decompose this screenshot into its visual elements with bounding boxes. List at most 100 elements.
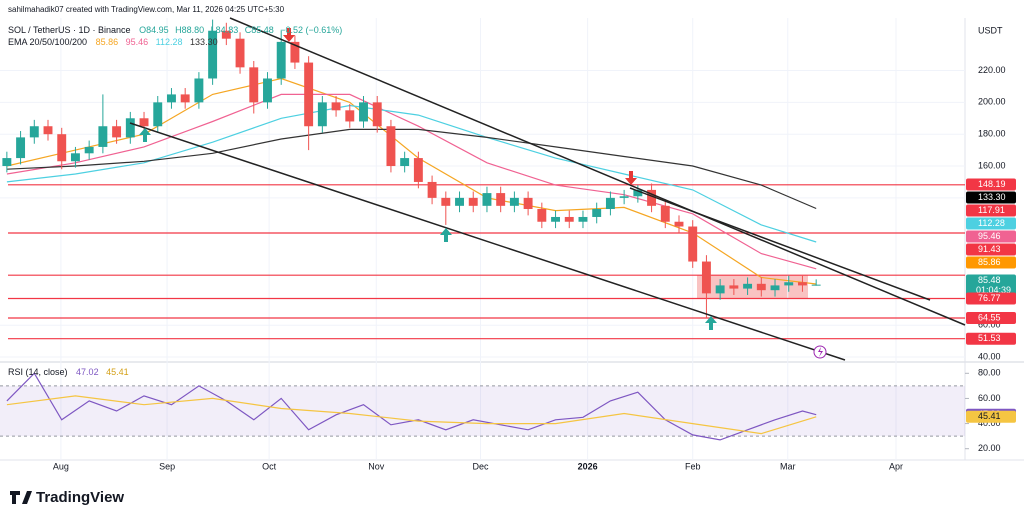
countdown: 01:04:39	[976, 285, 1011, 295]
up-arrow	[705, 316, 717, 330]
rsi-legend: RSI (14, close) 47.02 45.41	[8, 367, 129, 377]
rsi-ma-value: 45.41	[106, 367, 129, 377]
line-series	[6, 93, 817, 270]
candle-body	[57, 134, 67, 162]
price-label: 91.43	[978, 244, 1001, 254]
rsi-value: 47.02	[76, 367, 99, 377]
change: −0.52 (−0.61%)	[280, 25, 342, 35]
candle-body	[715, 285, 725, 294]
candle-body	[592, 209, 602, 217]
candle-body	[537, 209, 547, 222]
ema-value: 133.30	[190, 37, 218, 47]
candle-body	[167, 94, 176, 103]
y-tick-label: 80.00	[978, 368, 1001, 378]
candle-body	[249, 67, 259, 103]
price-label-box	[966, 311, 1016, 324]
candle-body	[276, 41, 286, 79]
candle-body	[674, 221, 684, 227]
range-zone	[697, 275, 808, 299]
down-arrow	[283, 28, 295, 42]
candle-body	[235, 38, 245, 68]
candle-body	[468, 197, 478, 206]
value-label: 45.41	[978, 411, 1001, 421]
price-label: 85.86	[978, 257, 1001, 267]
candle-body	[811, 284, 821, 286]
y-tick-label: 60.00	[978, 320, 1001, 330]
symbol-title: SOL / TetherUS · 1D · Binance	[8, 25, 131, 35]
candle-body	[482, 193, 492, 206]
ema-legend: EMA 20/50/100/200 85.86 95.46 112.28 133…	[8, 37, 218, 47]
candle-body	[551, 216, 561, 222]
ema-value: 95.46	[126, 37, 149, 47]
x-tick-label: 2026	[578, 461, 598, 471]
price-label: 117.91	[978, 205, 1005, 215]
y-tick-label: 160.00	[978, 160, 1006, 170]
y-tick-label: 200.00	[978, 97, 1006, 107]
candle-body	[359, 102, 368, 122]
rsi-band	[0, 385, 965, 437]
ohlc: O84.95	[139, 25, 169, 35]
y-axis-label: USDT	[978, 25, 1003, 35]
x-tick-label: Sep	[159, 461, 175, 471]
y-tick-label: 40.00	[978, 351, 1001, 361]
y-tick-label: 60.00	[978, 393, 1001, 403]
price-label-box	[966, 292, 1016, 305]
candle-body	[509, 197, 519, 206]
candle-body	[688, 226, 698, 262]
rsi-title: RSI (14, close)	[8, 367, 68, 377]
ema-value: 85.86	[96, 37, 119, 47]
credit: sahilmahadik07 created with TradingView.…	[8, 5, 285, 14]
candle-body	[455, 197, 464, 206]
line-series	[6, 128, 817, 210]
price-label: 76.77	[978, 293, 1001, 303]
candle-body	[578, 216, 588, 222]
candle-body	[29, 126, 39, 138]
x-tick-label: Feb	[685, 461, 701, 471]
candle-body	[139, 118, 149, 127]
candle-body	[372, 102, 382, 127]
x-tick-label: Oct	[262, 461, 277, 471]
candle-body	[729, 285, 739, 289]
ohlc: H88.80	[175, 25, 204, 35]
brand-name: TradingView	[36, 489, 124, 506]
candle-body	[112, 126, 122, 138]
candle-body	[84, 146, 94, 154]
line-series	[6, 372, 817, 441]
candle-body	[221, 30, 231, 39]
up-arrow	[440, 228, 452, 242]
candle-body	[125, 118, 135, 138]
candle-body	[441, 197, 451, 206]
ohlc: L84.83	[211, 25, 239, 35]
price-label-box	[966, 274, 1016, 297]
trend-line	[229, 17, 966, 326]
candle-body	[797, 282, 807, 286]
x-tick-label: Mar	[780, 461, 796, 471]
y-tick-label: 220.00	[978, 65, 1006, 75]
price-label: 112.28	[978, 218, 1005, 228]
candle-body	[194, 78, 204, 103]
line-series	[6, 395, 817, 435]
down-arrow	[625, 171, 637, 185]
candle-body	[770, 285, 780, 291]
price-label: 133.30	[978, 192, 1006, 202]
candle-body	[70, 153, 80, 162]
legend-row: SOL / TetherUS · 1D · Binance O84.95 H88…	[8, 25, 342, 35]
y-tick-label: 20.00	[978, 443, 1001, 453]
candle-body	[743, 283, 753, 289]
price-label-box	[966, 256, 1016, 269]
candle-body	[427, 181, 437, 198]
candle-body	[180, 94, 190, 103]
price-label-box	[966, 178, 1016, 191]
candle-body	[43, 126, 53, 135]
price-label: 148.19	[978, 179, 1006, 189]
candle-body	[564, 216, 574, 222]
candle-body	[400, 158, 410, 167]
brand: TradingView	[10, 489, 124, 506]
candle-body	[16, 137, 26, 159]
candle-body	[290, 41, 300, 63]
price-label-box	[966, 332, 1016, 345]
candle-body	[605, 197, 615, 210]
price-label-box	[966, 191, 1016, 204]
candle-body	[701, 261, 711, 294]
